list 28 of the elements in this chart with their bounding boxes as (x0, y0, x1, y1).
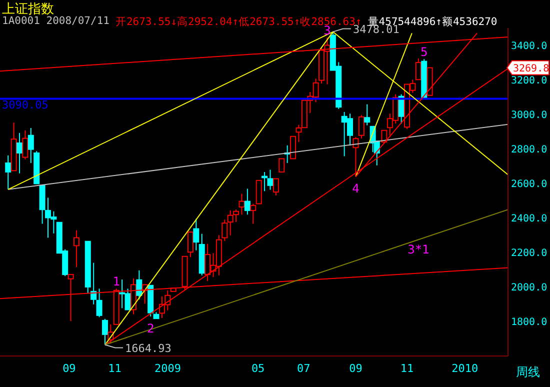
annotation: 1 (112, 274, 120, 289)
annotation: 3*1 (408, 242, 430, 257)
y-tick-label: 3000.0 (511, 110, 548, 121)
x-tick-label: 11 (108, 362, 122, 375)
x-tick-label: 05 (251, 362, 265, 375)
annotation: 1664.93 (125, 342, 172, 355)
y-tick-label: 2000.0 (511, 282, 548, 294)
y-tick-label: 2400.0 (511, 213, 548, 224)
y-tick-label: 2800.0 (511, 144, 548, 156)
x-tick-label: 2009 (154, 362, 181, 375)
annotation: 4 (352, 182, 360, 196)
annotation: 5 (420, 45, 428, 60)
y-tick-label: 1800.0 (511, 317, 548, 328)
text: 3269.8 (513, 64, 550, 75)
text: 1A0001 2008/07/11 (2, 15, 110, 29)
x-tick-label: 07 (297, 362, 310, 375)
y-tick-label: 3200.0 (511, 75, 548, 86)
ref-line-label: 3090.05 (2, 98, 48, 112)
annotation: 2 (146, 321, 154, 336)
x-tick-label: 09 (349, 362, 362, 375)
chart-title: 上证指数 (2, 1, 54, 17)
y-tick-label: 2600.0 (511, 178, 548, 190)
x-tick-label: 2010 (452, 362, 478, 375)
x-tick-label: 11 (400, 362, 414, 375)
text: 周线 (516, 364, 540, 381)
y-tick-label: 3400.0 (511, 40, 548, 52)
x-tick-label: 09 (62, 362, 76, 375)
y-tick-label: 2200.0 (511, 248, 548, 259)
